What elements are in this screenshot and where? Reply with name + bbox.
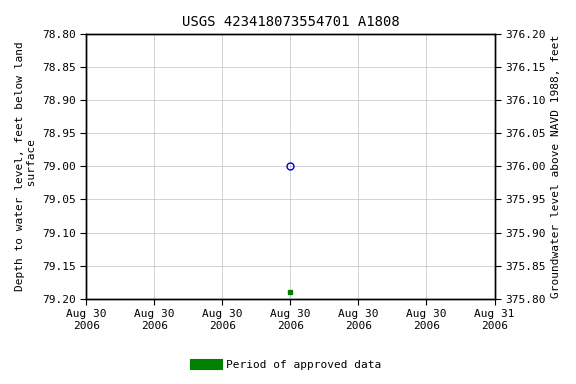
Y-axis label: Depth to water level, feet below land
 surface: Depth to water level, feet below land su… bbox=[15, 41, 37, 291]
Title: USGS 423418073554701 A1808: USGS 423418073554701 A1808 bbox=[181, 15, 399, 29]
Y-axis label: Groundwater level above NAVD 1988, feet: Groundwater level above NAVD 1988, feet bbox=[551, 35, 561, 298]
Legend: Period of approved data: Period of approved data bbox=[191, 356, 385, 375]
